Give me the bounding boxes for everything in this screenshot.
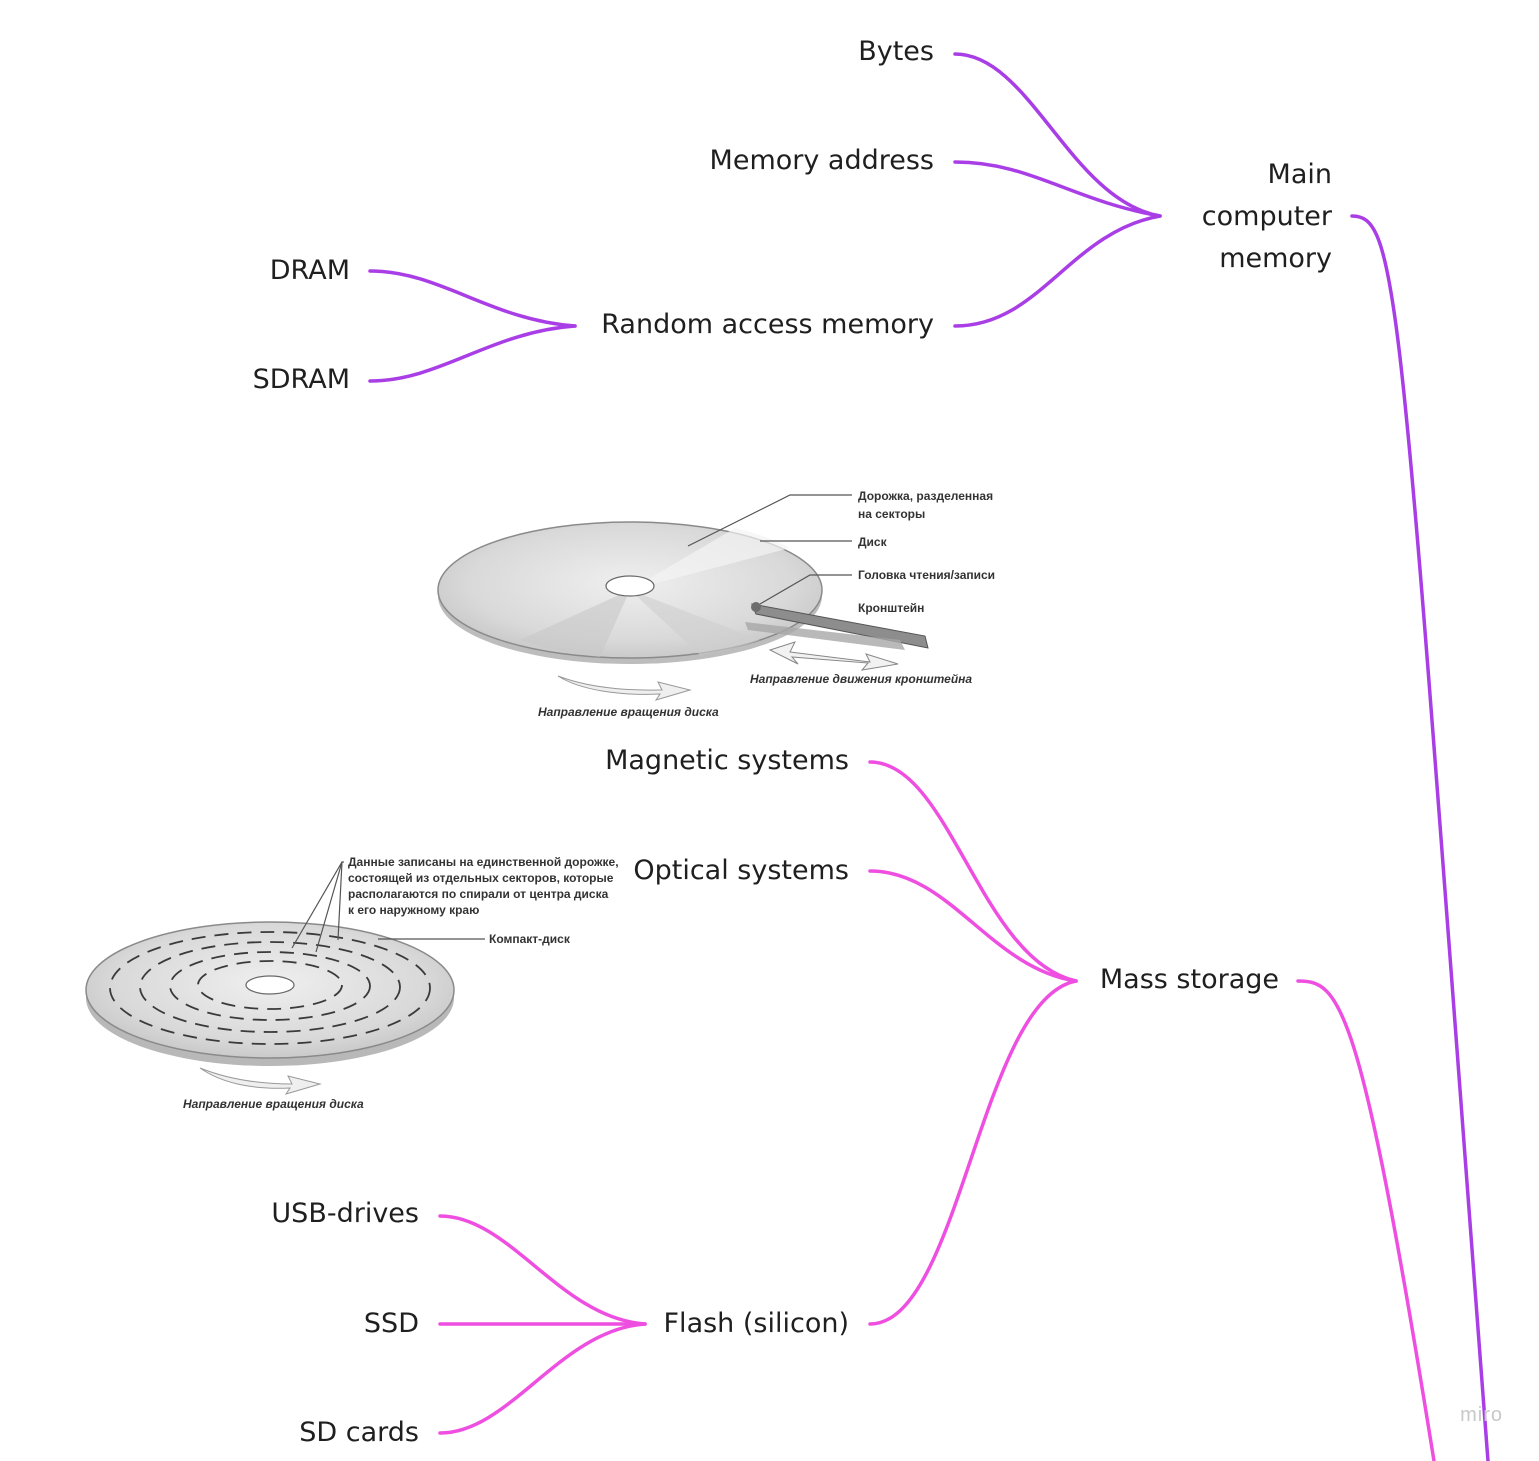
- node-main-line-2: computer: [1201, 201, 1332, 232]
- node-sdram[interactable]: SDRAM: [252, 364, 350, 395]
- cd-rotation-label: Направление вращения диска: [183, 1097, 364, 1111]
- node-main-line-3: memory: [1219, 243, 1332, 274]
- pink-connectors: [438, 760, 1436, 1461]
- cd-compact-disc-label: Компакт-диск: [489, 932, 571, 946]
- node-ssd[interactable]: SSD: [363, 1308, 419, 1339]
- edge-main-address: [953, 160, 1162, 218]
- node-optical-systems[interactable]: Optical systems: [633, 855, 849, 886]
- node-main-line-1: Main: [1267, 159, 1332, 190]
- edge-ram-sdram: [368, 324, 577, 383]
- node-bytes[interactable]: Bytes: [858, 36, 934, 67]
- cd-data-label-4: к его наружному краю: [348, 903, 479, 917]
- edge-flash-sd: [438, 1322, 647, 1435]
- node-mass-storage[interactable]: Mass storage: [1099, 964, 1279, 995]
- edge-flash-usb: [438, 1214, 647, 1326]
- hdd-track-label-2: на секторы: [858, 507, 925, 521]
- node-usb-drives[interactable]: USB-drives: [271, 1198, 419, 1229]
- edge-mass-flash: [868, 979, 1078, 1326]
- edge-main-ram: [953, 214, 1162, 328]
- edge-root-main: [1350, 214, 1490, 1461]
- hdd-arm-label: Кронштейн: [858, 601, 924, 615]
- hdd-track-label-1: Дорожка, разделенная: [858, 489, 993, 503]
- node-memory-address[interactable]: Memory address: [709, 145, 934, 176]
- compact-disc-illustration: Данные записаны на единственной дорожке,…: [85, 855, 619, 1111]
- cd-data-label-3: располагаются по спирали от центра диска: [348, 887, 609, 901]
- edge-main-bytes: [953, 52, 1162, 218]
- cd-data-label-2: состоящей из отдельных секторов, которые: [348, 871, 614, 885]
- node-main-computer-memory[interactable]: Main computer memory: [1150, 154, 1332, 280]
- node-sd-cards[interactable]: SD cards: [299, 1417, 419, 1448]
- hdd-rotation-label: Направление вращения диска: [538, 705, 719, 719]
- purple-connectors: [368, 52, 1490, 1461]
- hdd-head-label: Головка чтения/записи: [858, 568, 995, 582]
- edge-mass-optical: [868, 869, 1078, 983]
- miro-watermark: miro: [1460, 1404, 1503, 1426]
- cd-data-label-1: Данные записаны на единственной дорожке,: [348, 855, 619, 869]
- edge-mass-magnetic: [868, 760, 1078, 983]
- node-random-access-memory[interactable]: Random access memory: [601, 309, 934, 340]
- hdd-arm-direction-label: Направление движения кронштейна: [750, 672, 972, 686]
- edge-root-mass: [1296, 979, 1436, 1461]
- node-flash-silicon[interactable]: Flash (silicon): [663, 1308, 849, 1339]
- edge-ram-dram: [368, 269, 577, 328]
- hard-disk-illustration: Дорожка, разделенная на секторы Диск Гол…: [437, 489, 995, 719]
- node-magnetic-systems[interactable]: Magnetic systems: [605, 745, 849, 776]
- hdd-disk-label: Диск: [858, 535, 888, 549]
- node-dram[interactable]: DRAM: [269, 255, 350, 286]
